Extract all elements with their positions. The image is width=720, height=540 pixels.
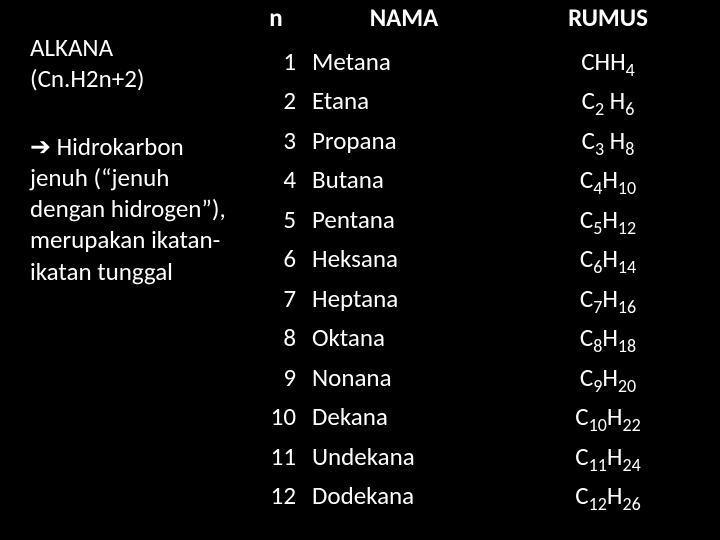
arrow-icon: ➔: [30, 131, 51, 162]
header-rumus: RUMUS: [496, 4, 720, 32]
nama-value: Etana: [312, 81, 496, 121]
slide-container: ALKANA (Cn.H2n+2) ➔ Hidrokarbon jenuh (“…: [0, 0, 720, 540]
description-text: Hidrokarbon jenuh (“jenuh dengan hidroge…: [30, 131, 226, 287]
nama-value: Heptana: [312, 279, 496, 319]
n-value: 2: [250, 81, 296, 121]
left-column: ALKANA (Cn.H2n+2) ➔ Hidrokarbon jenuh (“…: [0, 0, 250, 540]
column-rumus: RUMUS CHH4C2H6C3H8C4H10C5H12C6H14C7H16C8…: [496, 4, 720, 540]
nama-value: Pentana: [312, 200, 496, 240]
rumus-value: CHH4: [496, 42, 720, 82]
rumus-value: C5H12: [496, 200, 720, 240]
nama-value: Oktana: [312, 318, 496, 358]
nama-value: Butana: [312, 160, 496, 200]
compound-title: ALKANA (Cn.H2n+2): [30, 32, 240, 95]
rumus-value: C12H26: [496, 476, 720, 516]
nama-value: Nonana: [312, 358, 496, 398]
nama-value: Dekana: [312, 397, 496, 437]
nama-value: Dodekana: [312, 476, 496, 516]
rumus-value: C4H10: [496, 160, 720, 200]
n-value: 1: [250, 42, 296, 82]
nama-value: Propana: [312, 121, 496, 161]
rumus-value: C8H18: [496, 318, 720, 358]
n-value: 10: [250, 397, 296, 437]
header-nama: NAMA: [312, 4, 496, 32]
n-value: 6: [250, 239, 296, 279]
rumus-value: C2H6: [496, 81, 720, 121]
table-region: n 123456789101112 NAMA MetanaEtanaPropan…: [250, 0, 720, 540]
column-nama: NAMA MetanaEtanaPropanaButanaPentanaHeks…: [306, 4, 496, 540]
nama-value: Undekana: [312, 437, 496, 477]
rumus-value: C10H22: [496, 397, 720, 437]
title-line-2: (Cn.H2n+2): [30, 63, 240, 94]
rumus-value: C6H14: [496, 239, 720, 279]
rumus-value: C11H24: [496, 437, 720, 477]
title-line-1: ALKANA: [30, 32, 240, 63]
nama-value: Metana: [312, 42, 496, 82]
header-n: n: [250, 4, 296, 32]
n-value: 12: [250, 476, 296, 516]
n-value: 5: [250, 200, 296, 240]
n-value: 3: [250, 121, 296, 161]
n-value: 4: [250, 160, 296, 200]
column-n: n 123456789101112: [250, 4, 306, 540]
description-block: ➔ Hidrokarbon jenuh (“jenuh dengan hidro…: [30, 131, 240, 287]
rumus-value: C7H16: [496, 279, 720, 319]
n-value: 9: [250, 358, 296, 398]
n-value: 11: [250, 437, 296, 477]
n-value: 8: [250, 318, 296, 358]
rumus-value: C3H8: [496, 121, 720, 161]
rumus-value: C9H20: [496, 358, 720, 398]
n-value: 7: [250, 279, 296, 319]
nama-value: Heksana: [312, 239, 496, 279]
